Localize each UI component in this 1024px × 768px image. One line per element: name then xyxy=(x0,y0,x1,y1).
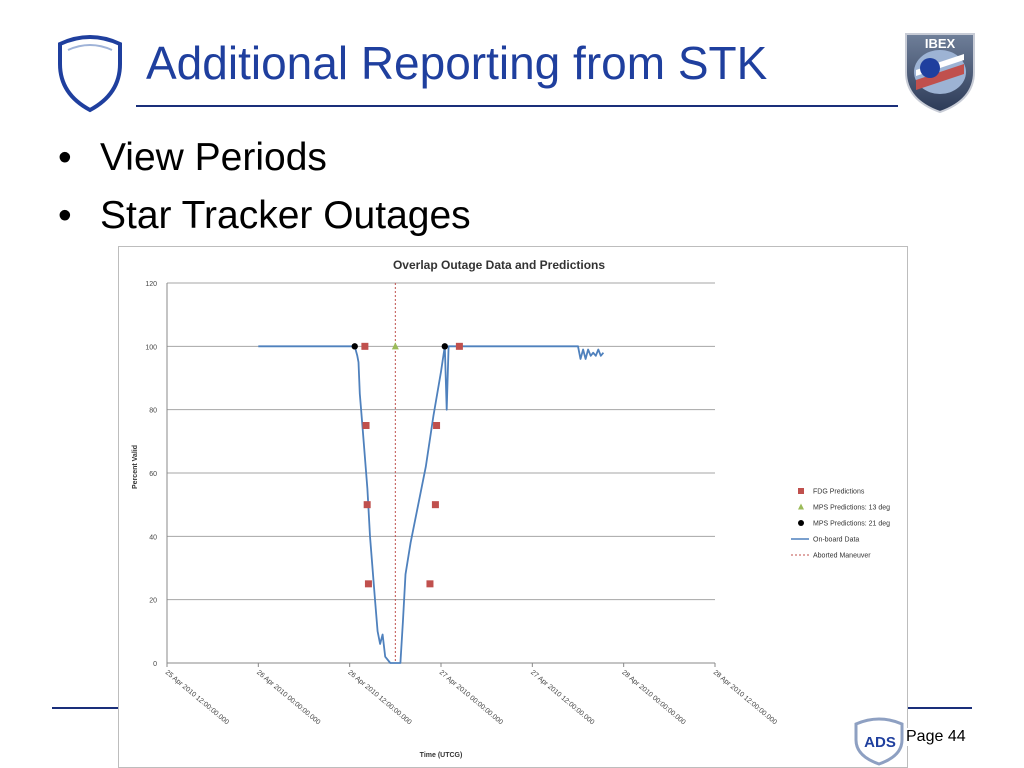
legend-label: MPS Predictions: 13 deg xyxy=(813,505,890,512)
svg-text:ADS: ADS xyxy=(864,734,896,751)
page-title: Additional Reporting from STK xyxy=(146,37,768,89)
legend-marker-mps21 xyxy=(798,520,804,526)
legend-label: MPS Predictions: 21 deg xyxy=(813,521,890,528)
legend: FDG Predictions MPS Predictions: 13 deg MP… xyxy=(791,488,890,560)
outage-chart: Overlap Outage Data and Predictions Perc… xyxy=(118,246,908,768)
x-tick-label: 27 Apr 2010 00:00:00.000 xyxy=(438,669,504,726)
mps-13deg-point xyxy=(391,342,399,350)
chart-canvas: Overlap Outage Data and Predictions Perc… xyxy=(132,258,890,759)
fdg-prediction-point xyxy=(433,422,441,429)
y-tick-label: 20 xyxy=(149,598,157,605)
x-axis-label: Time (UTCG) xyxy=(420,752,463,759)
fdg-prediction-point xyxy=(455,342,463,350)
x-tick-label: 27 Apr 2010 12:00:00.000 xyxy=(529,669,595,726)
ads-logo: ADS xyxy=(854,717,904,766)
x-tick-label: 28 Apr 2010 12:00:00.000 xyxy=(712,669,778,726)
bullet-item: • Star Tracker Outages xyxy=(58,194,471,237)
page-number: Page 44 xyxy=(904,728,968,746)
onboard-data-line xyxy=(258,345,605,664)
footer-divider-left xyxy=(52,707,118,709)
legend-label: FDG Predictions xyxy=(813,489,865,496)
title-divider xyxy=(136,105,898,107)
y-tick-label: 120 xyxy=(145,281,157,288)
y-tick-label: 80 xyxy=(149,408,157,415)
fdg-prediction-point xyxy=(363,501,371,509)
y-tick-label: 40 xyxy=(149,534,157,541)
fdg-prediction-point xyxy=(426,580,434,588)
y-tick-label: 0 xyxy=(153,661,157,668)
plot-area xyxy=(258,283,605,664)
x-tick-label: 26 Apr 2010 12:00:00.000 xyxy=(346,669,412,726)
y-axis-label: Percent Valid xyxy=(132,445,139,489)
x-tick-label: 25 Apr 2010 12:00:00.000 xyxy=(164,669,230,726)
svg-text:IBEX: IBEX xyxy=(925,36,956,51)
grid-lines xyxy=(167,282,715,601)
bullet-list: • View Periods • Star Tracker Outages xyxy=(58,136,471,252)
fdg-prediction-point xyxy=(362,422,370,429)
ibex-logo: IBEX xyxy=(905,33,975,114)
y-tick-label: 100 xyxy=(145,344,157,351)
mps-21deg-point xyxy=(441,343,449,350)
fdg-prediction-point xyxy=(361,342,369,350)
x-tick-label: 28 Apr 2010 00:00:00.000 xyxy=(620,669,686,726)
x-tick-label: 26 Apr 2010 00:00:00.000 xyxy=(255,669,321,726)
legend-label: On-board Data xyxy=(813,537,859,544)
mps-21deg-point xyxy=(351,343,358,350)
bullet-item: • View Periods xyxy=(58,136,327,179)
y-tick-label: 60 xyxy=(149,471,157,478)
footer-divider-right xyxy=(906,707,972,709)
fdg-prediction-point xyxy=(364,580,372,588)
shield-icon xyxy=(58,35,122,113)
chart-title: Overlap Outage Data and Predictions xyxy=(393,258,605,272)
legend-marker-mps13 xyxy=(798,503,804,510)
legend-marker-fdg xyxy=(798,488,804,494)
legend-label: Aborted Maneuver xyxy=(813,553,871,560)
fdg-prediction-point xyxy=(431,501,439,509)
